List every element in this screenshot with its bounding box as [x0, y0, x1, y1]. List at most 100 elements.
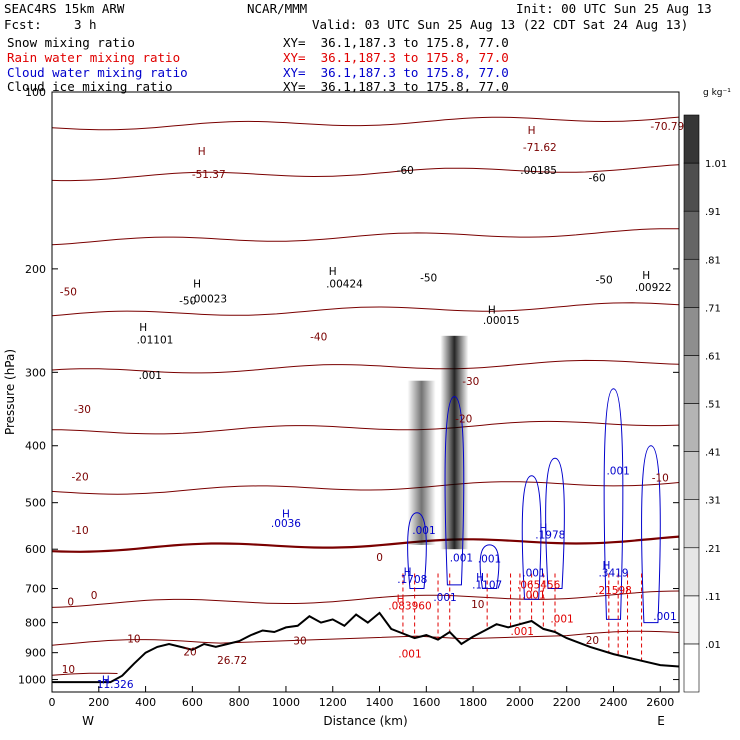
y-tick-label: 500: [25, 497, 46, 510]
y-tick-label: 900: [25, 647, 46, 660]
contour-annotation: H: [102, 674, 110, 686]
colorbar-level-label: .81: [705, 255, 721, 266]
colorbar-unit: g kg⁻¹: [703, 88, 731, 98]
contour-annotation: H: [329, 266, 337, 278]
cloud-water-contour: [521, 475, 542, 600]
contour-annotation: .21598: [595, 585, 632, 597]
colorbar-level-label: .41: [705, 448, 721, 459]
contour-annotation: H: [539, 523, 547, 535]
y-tick-label: 1000: [18, 674, 46, 687]
temperature-contour: [51, 535, 680, 553]
contour-annotation: H: [603, 560, 611, 572]
init-time: Init: 00 UTC Sun 25 Aug 13: [516, 1, 712, 16]
fcst-value: 3 h: [74, 17, 97, 32]
plot-frame: [51, 91, 680, 693]
snow-mixing-ratio-shading: [440, 335, 469, 550]
colorbar-swatch: [683, 162, 700, 212]
contour-annotation: .00922: [635, 282, 672, 294]
colorbar-level-label: .71: [705, 303, 721, 314]
contour-annotation: 30: [293, 636, 306, 648]
temperature-contour: [51, 116, 680, 131]
cloud-water-contour: [545, 457, 565, 590]
cloud-water-contour: [479, 544, 500, 590]
colorbar-swatch: [683, 307, 700, 356]
field-rain-xy: XY= 36.1,187.3 to 175.8, 77.0: [283, 50, 509, 65]
contour-annotation: -20: [71, 471, 88, 483]
contour-annotation: .1978: [535, 529, 565, 541]
x-tick-label: 2600: [646, 696, 674, 709]
y-tick-label: 800: [25, 617, 46, 630]
x-tick-label: 1400: [366, 696, 394, 709]
x-tick-label: 2000: [506, 696, 534, 709]
contour-annotation: .001: [478, 553, 501, 565]
x-tick-label: 0: [49, 696, 56, 709]
colorbar-swatch: [683, 258, 700, 308]
contour-annotation: -51.37: [192, 169, 226, 181]
colorbar-level-label: 1.01: [705, 159, 727, 170]
y-tick-label: 400: [25, 440, 46, 453]
x-tick-label: 2200: [553, 696, 581, 709]
contour-annotation: 10: [127, 634, 140, 646]
colorbar-swatch: [683, 595, 700, 645]
cloud-water-contour: [603, 388, 624, 620]
colorbar-level-label: .21: [705, 544, 721, 555]
x-tick-label: 600: [182, 696, 203, 709]
contour-annotation: -50: [60, 286, 77, 298]
contour-annotation: .001: [139, 370, 162, 382]
contour-annotation: 11.326: [97, 679, 134, 691]
contour-annotation: -70.79: [650, 121, 684, 133]
contour-annotation: 0: [376, 552, 383, 564]
field-snow-name: Snow mixing ratio: [7, 35, 135, 50]
contour-annotation: 0: [67, 596, 74, 608]
colorbar-level-label: .11: [705, 592, 721, 603]
cloud-water-contour: [444, 396, 465, 586]
temperature-contour: [51, 359, 680, 374]
x-tick-label: 1000: [272, 696, 300, 709]
contour-annotation: .083960: [388, 601, 431, 613]
contour-annotation: 26.72: [217, 655, 247, 667]
contour-annotation: .0036: [271, 518, 301, 530]
temperature-contour: [51, 420, 680, 435]
colorbar-swatch: [683, 210, 700, 260]
colorbar-level-label: .91: [705, 207, 721, 218]
x-right-end-label: E: [657, 714, 665, 728]
contour-annotation: 10: [62, 664, 75, 676]
temperature-contour: [51, 590, 680, 608]
center-name: NCAR/MMM: [247, 1, 308, 16]
contour-annotation: .001: [433, 592, 456, 604]
contour-annotation: .00023: [190, 293, 227, 305]
x-tick-label: 800: [229, 696, 250, 709]
colorbar-swatch: [683, 547, 700, 597]
contour-annotation: 10: [471, 599, 484, 611]
temperature-contour: [51, 228, 680, 246]
contour-annotation: -50: [179, 296, 196, 308]
contour-annotation: -10: [71, 525, 88, 537]
x-tick-label: 200: [88, 696, 109, 709]
y-tick-label: 700: [25, 583, 46, 596]
contour-annotation: H: [198, 146, 206, 158]
contour-annotation: .065456: [517, 580, 561, 592]
contour-annotation: H: [193, 278, 201, 290]
contour-annotation: .1107: [472, 580, 502, 592]
x-tick-label: 400: [135, 696, 156, 709]
contour-annotation: H: [488, 304, 496, 316]
contour-annotation: .001: [522, 590, 545, 602]
contour-annotation: .01101: [137, 335, 174, 347]
contour-annotation: -50: [596, 275, 613, 287]
temperature-contour: [51, 481, 680, 495]
contour-annotation: -30: [462, 376, 479, 388]
contour-annotation: -30: [74, 404, 91, 416]
colorbar-swatch: [683, 451, 700, 500]
contour-annotation: -40: [310, 332, 327, 344]
contour-annotation: -60: [589, 172, 606, 184]
x-left-end-label: W: [82, 714, 94, 728]
contour-annotation: .001: [511, 626, 534, 638]
contour-annotation: H: [139, 322, 147, 334]
y-tick-label: 600: [25, 543, 46, 556]
contour-annotation: .00185: [520, 165, 557, 177]
contour-annotation: .00015: [483, 315, 520, 327]
field-snow-xy: XY= 36.1,187.3 to 175.8, 77.0: [283, 35, 509, 50]
contour-annotation: H: [397, 594, 405, 606]
contour-annotation: H: [528, 125, 536, 137]
